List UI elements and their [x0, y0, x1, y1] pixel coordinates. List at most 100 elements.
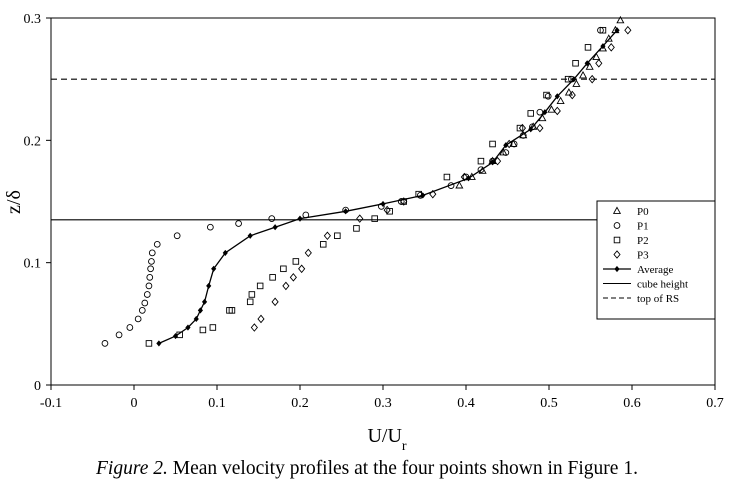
data-point-p2 — [228, 307, 236, 314]
data-point-p2 — [319, 241, 327, 248]
data-point-p3 — [588, 74, 596, 84]
y-tick-label: 0.3 — [24, 12, 42, 27]
data-point-p3 — [505, 139, 513, 149]
data-point-p1 — [173, 232, 181, 240]
reference-lines — [51, 78, 715, 221]
axes: -0.1 0 0.1 0.2 0.3 0.4 0.5 0.6 0.7 0 0.1 0.2 0.3 — [24, 12, 724, 411]
data-point-p3 — [383, 205, 391, 215]
data-point-p3 — [323, 231, 331, 241]
data-point-p2 — [334, 232, 341, 240]
data-point-p2 — [269, 274, 276, 281]
chart: -0.1 0 0.1 0.2 0.3 0.4 0.5 0.6 0.700.10.20.3 P0P… — [3, 12, 724, 450]
data-point-p3 — [304, 248, 312, 258]
data-point-p0 — [585, 62, 594, 70]
data-point-average — [197, 307, 203, 314]
legend-label: P3 — [637, 250, 649, 262]
legend-entry-p3: P3 — [613, 250, 649, 262]
data-point-p2 — [527, 110, 534, 117]
data-point-p1 — [138, 307, 146, 314]
y-axis-label: z/δ — [3, 190, 25, 214]
data-point-p1 — [235, 220, 242, 227]
legend-entry-cube-height: cube height — [603, 279, 688, 291]
data-point-p2 — [443, 173, 451, 181]
x-tick-label: -0.1 — [40, 396, 62, 411]
data-point-p0 — [556, 96, 565, 105]
x-tick-label: 0.7 — [706, 396, 724, 411]
data-point-p1 — [141, 299, 149, 307]
legend-marker — [612, 206, 622, 214]
data-point-p2 — [371, 215, 378, 222]
x-tick-label: 0.5 — [540, 396, 558, 411]
data-point-p1 — [126, 324, 134, 331]
data-point-p2 — [477, 157, 485, 165]
legend-marker — [613, 222, 621, 229]
data-point-average — [554, 93, 560, 100]
data-point-p0 — [499, 148, 508, 156]
data-point-average — [528, 126, 534, 133]
data-point-p3 — [568, 90, 576, 100]
data-point-p1 — [146, 273, 154, 281]
data-point-p2 — [543, 91, 550, 99]
legend-label: cube height — [637, 279, 688, 291]
data-point-p3 — [493, 156, 502, 166]
x-tick-label: 0.6 — [623, 396, 641, 411]
data-point-average — [222, 249, 228, 256]
data-point-p1 — [147, 265, 154, 273]
legend-label: P2 — [637, 235, 649, 247]
data-point-p3 — [257, 314, 265, 324]
data-point-p0 — [616, 15, 625, 24]
data-point-average — [193, 315, 199, 323]
data-point-p1 — [143, 291, 151, 298]
data-point-average — [201, 298, 208, 305]
legend-entry-p1: P1 — [613, 221, 649, 233]
series-p3 — [250, 25, 632, 332]
data-point-p2 — [248, 291, 256, 298]
data-point-p1 — [502, 149, 510, 156]
data-point-p3 — [298, 264, 306, 274]
data-point-p1 — [536, 108, 544, 116]
data-point-p1 — [477, 166, 485, 174]
data-point-p2 — [199, 326, 207, 334]
data-point-average — [343, 208, 349, 215]
data-point-p3 — [356, 214, 364, 223]
data-point-p0 — [547, 105, 556, 113]
x-tick-label: 0.4 — [457, 396, 475, 411]
x-tick-label: 0.2 — [291, 396, 309, 411]
data-point-p2 — [386, 208, 393, 215]
data-point-p3 — [595, 58, 603, 68]
legend-marker — [613, 236, 621, 244]
data-point-p3 — [624, 25, 632, 35]
data-point-p2 — [584, 44, 592, 51]
legend-label: top of RS — [637, 293, 679, 305]
data-point-p1 — [148, 258, 155, 265]
data-point-average — [571, 76, 577, 83]
data-point-average — [185, 324, 191, 331]
legend-marker — [614, 265, 620, 273]
data-point-p3 — [607, 43, 615, 52]
data-point-average — [420, 192, 426, 199]
data-point-average — [272, 224, 278, 231]
data-point-p2 — [246, 298, 254, 306]
legend-entry-p0: P0 — [612, 206, 649, 218]
data-point-p3 — [460, 172, 468, 182]
x-axis-label: U/Ur — [367, 425, 406, 450]
data-point-average — [156, 340, 162, 347]
series-line-average — [158, 29, 618, 344]
data-point-p2 — [516, 124, 524, 132]
data-point-p2 — [256, 282, 264, 290]
data-point-p1 — [101, 340, 109, 347]
data-point-average — [614, 27, 620, 34]
y-tick-label: 0 — [34, 379, 41, 394]
data-point-average — [206, 282, 212, 289]
data-point-p2 — [145, 340, 153, 347]
data-point-average — [503, 142, 509, 149]
y-tick-label: 0.1 — [24, 257, 42, 272]
data-point-average — [542, 109, 548, 116]
data-point-average — [211, 265, 217, 272]
data-point-p1 — [145, 282, 153, 290]
series-average — [156, 27, 620, 347]
legend-label: P1 — [637, 221, 649, 233]
series-p2 — [145, 26, 607, 347]
caption-text: Mean velocity profiles at the four point… — [167, 458, 638, 479]
series-layer — [101, 15, 632, 347]
